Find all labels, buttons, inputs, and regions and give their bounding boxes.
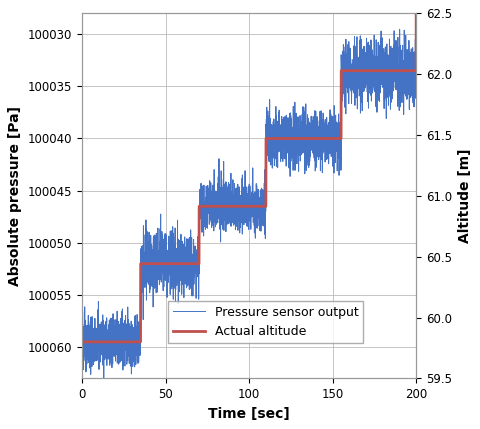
Pressure sensor output [220, 217, 226, 222]
Pressure sensor output [222, 216, 228, 221]
Actual altitude [238, 204, 244, 209]
Pressure sensor output [101, 376, 107, 381]
Y-axis label: Absolute pressure [Pa]: Absolute pressure [Pa] [8, 106, 23, 286]
Pressure sensor output [238, 204, 244, 209]
X-axis label: Time [sec]: Time [sec] [208, 407, 290, 421]
Pressure sensor output [79, 326, 85, 331]
Actual altitude [220, 204, 226, 209]
Actual altitude [386, 68, 392, 73]
Pressure sensor output [322, 143, 328, 148]
Y-axis label: Altitude [m]: Altitude [m] [457, 148, 472, 243]
Actual altitude [222, 204, 228, 209]
Pressure sensor output [403, 82, 409, 87]
Legend: Pressure sensor output, Actual altitude: Pressure sensor output, Actual altitude [168, 301, 363, 343]
Pressure sensor output [386, 36, 392, 42]
Actual altitude [403, 68, 409, 73]
Actual altitude [79, 339, 85, 344]
Actual altitude [322, 136, 328, 141]
Line: Pressure sensor output: Pressure sensor output [82, 0, 416, 379]
Line: Actual altitude: Actual altitude [82, 0, 416, 342]
